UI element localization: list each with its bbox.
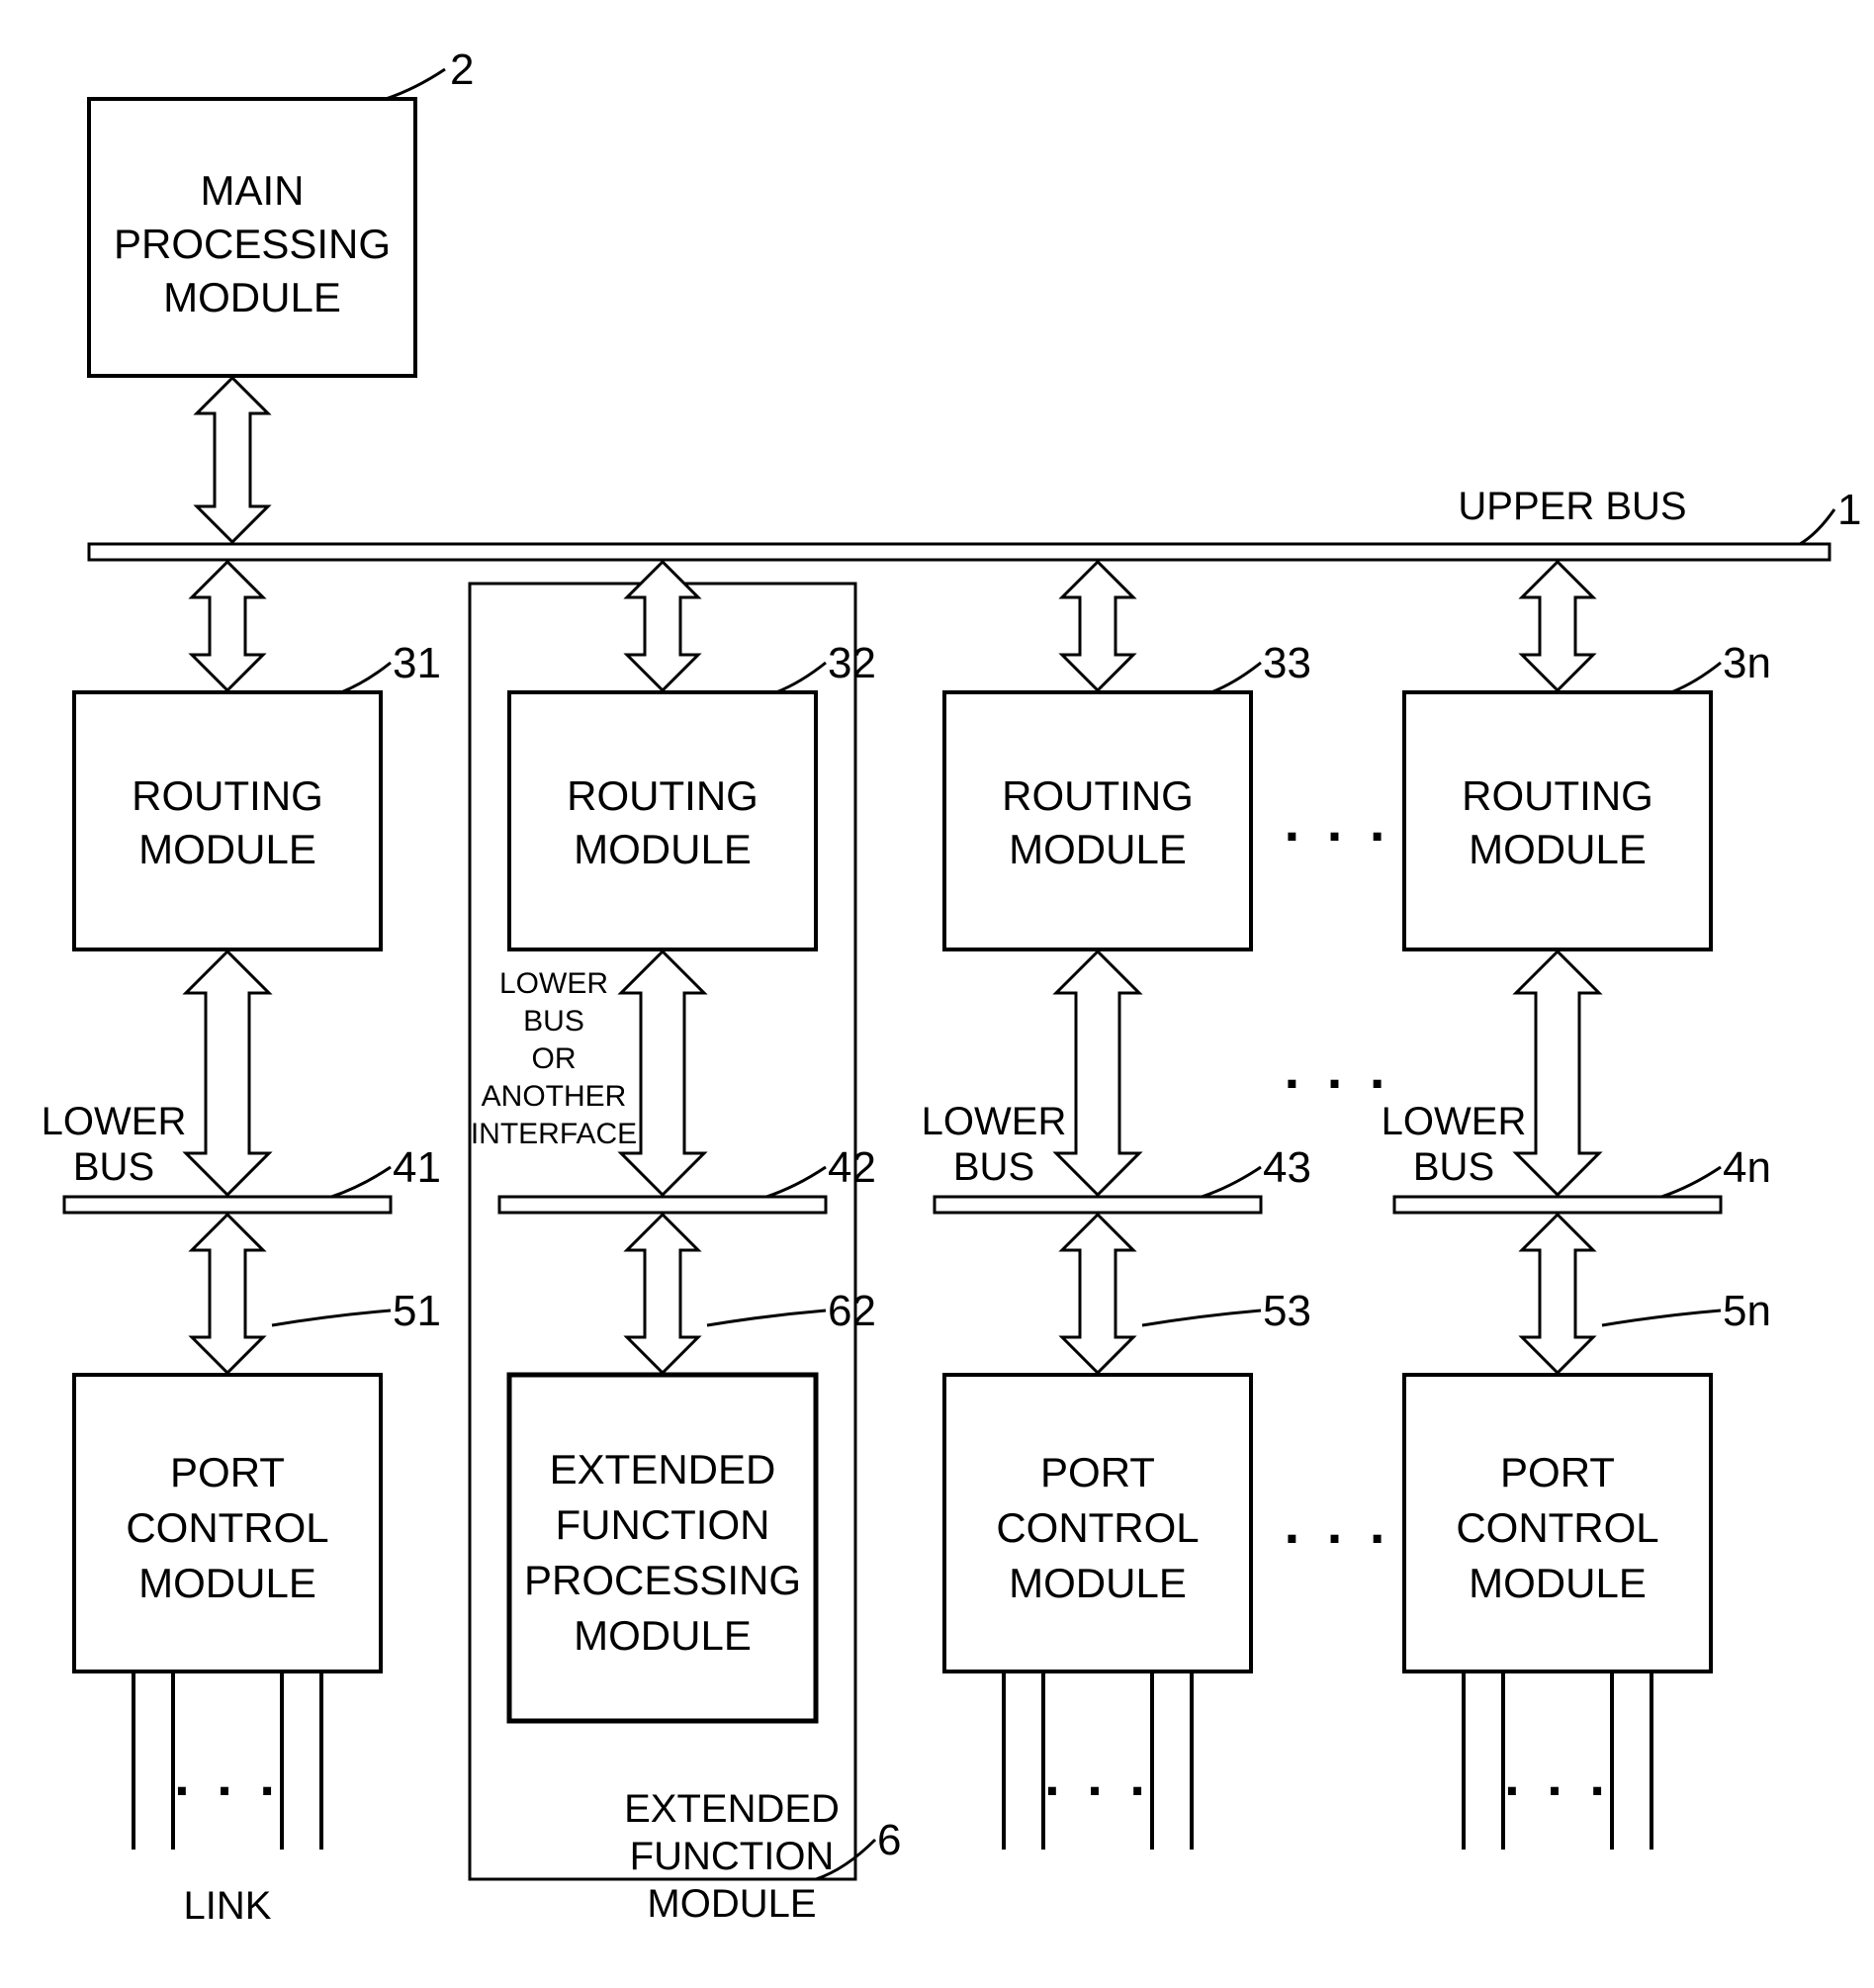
- leader-lowerbus-0: [331, 1167, 391, 1197]
- ref-port-1: 62: [828, 1287, 876, 1335]
- leader-lowerbus-1: [766, 1167, 826, 1197]
- routing-box-1: [509, 692, 816, 949]
- ref-port-3: 5n: [1723, 1287, 1771, 1335]
- arrow-bus-route-3: [1522, 562, 1593, 690]
- arrow-route-lower-3: [1516, 951, 1599, 1195]
- upper-bus: [89, 544, 1829, 560]
- ref-lowerbus-3: 4n: [1723, 1143, 1771, 1192]
- ref-routing-0: 31: [393, 639, 441, 687]
- routing-box-3: [1404, 692, 1711, 949]
- routing-box-2: [944, 692, 1251, 949]
- leader-route-1: [776, 663, 826, 692]
- lower-bus-label-1: LOWERBUSORANOTHERINTERFACE: [471, 967, 637, 1150]
- link-label: LINK: [184, 1884, 272, 1928]
- leader-route-2: [1211, 663, 1261, 692]
- arrow-lower-port-1: [627, 1215, 698, 1373]
- ref-main: 2: [450, 45, 474, 94]
- leader-lowerbus-3: [1661, 1167, 1721, 1197]
- leader-main: [386, 69, 445, 99]
- routing-box-0: [74, 692, 381, 949]
- arrow-bus-route-1: [627, 562, 698, 690]
- arrow-main-bus: [197, 378, 268, 542]
- lower-bus-label-3: LOWERBUS: [1382, 1100, 1527, 1189]
- arrow-lower-port-0: [192, 1215, 263, 1373]
- diagram-canvas: MAINPROCESSINGMODULE2UPPER BUS1ROUTINGMO…: [20, 20, 1874, 1968]
- ref-port-2: 53: [1263, 1287, 1311, 1335]
- ref-lowerbus-1: 42: [828, 1143, 876, 1192]
- link-ellipsis-0: . . .: [174, 1745, 281, 1807]
- lower-bus-2: [935, 1197, 1261, 1213]
- lower-bus-1: [499, 1197, 826, 1213]
- leader-port-1: [707, 1310, 826, 1325]
- ref-routing-1: 32: [828, 639, 876, 687]
- upper-bus-label: UPPER BUS: [1458, 485, 1686, 528]
- arrow-route-lower-0: [186, 951, 269, 1195]
- leader-lowerbus-2: [1202, 1167, 1261, 1197]
- leader-port-3: [1602, 1310, 1721, 1325]
- arrow-lower-port-2: [1062, 1215, 1133, 1373]
- leader-port-0: [272, 1310, 391, 1325]
- arrow-bus-route-0: [192, 562, 263, 690]
- lower-bus-label-2: LOWERBUS: [922, 1100, 1067, 1189]
- ext-module-label: EXTENDEDFUNCTIONMODULE: [624, 1787, 840, 1926]
- lower-bus-label-0: LOWERBUS: [42, 1100, 187, 1189]
- ref-upper-bus: 1: [1837, 486, 1861, 534]
- ref-routing-3: 3n: [1723, 639, 1771, 687]
- ref-ext-module: 6: [877, 1816, 901, 1864]
- ref-lowerbus-0: 41: [393, 1143, 441, 1192]
- leader-route-0: [341, 663, 391, 692]
- leader-upperbus: [1800, 509, 1834, 544]
- link-ellipsis-2: . . .: [1044, 1745, 1151, 1807]
- leader-port-2: [1142, 1310, 1261, 1325]
- lower-bus-3: [1394, 1197, 1721, 1213]
- ellipsis-port: . . .: [1285, 1492, 1391, 1555]
- lower-bus-0: [64, 1197, 391, 1213]
- leader-route-3: [1671, 663, 1721, 692]
- arrow-bus-route-2: [1062, 562, 1133, 690]
- ellipsis-routing: . . .: [1285, 790, 1391, 853]
- ref-port-0: 51: [393, 1287, 441, 1335]
- arrow-route-lower-1: [621, 951, 704, 1195]
- arrow-route-lower-2: [1056, 951, 1139, 1195]
- ref-routing-2: 33: [1263, 639, 1311, 687]
- ref-lowerbus-2: 43: [1263, 1143, 1311, 1192]
- link-ellipsis-3: . . .: [1504, 1745, 1611, 1807]
- arrow-lower-port-3: [1522, 1215, 1593, 1373]
- ellipsis-mid: . . .: [1285, 1038, 1391, 1100]
